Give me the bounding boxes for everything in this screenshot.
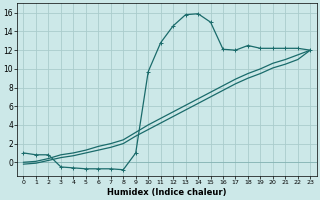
X-axis label: Humidex (Indice chaleur): Humidex (Indice chaleur) bbox=[107, 188, 227, 197]
